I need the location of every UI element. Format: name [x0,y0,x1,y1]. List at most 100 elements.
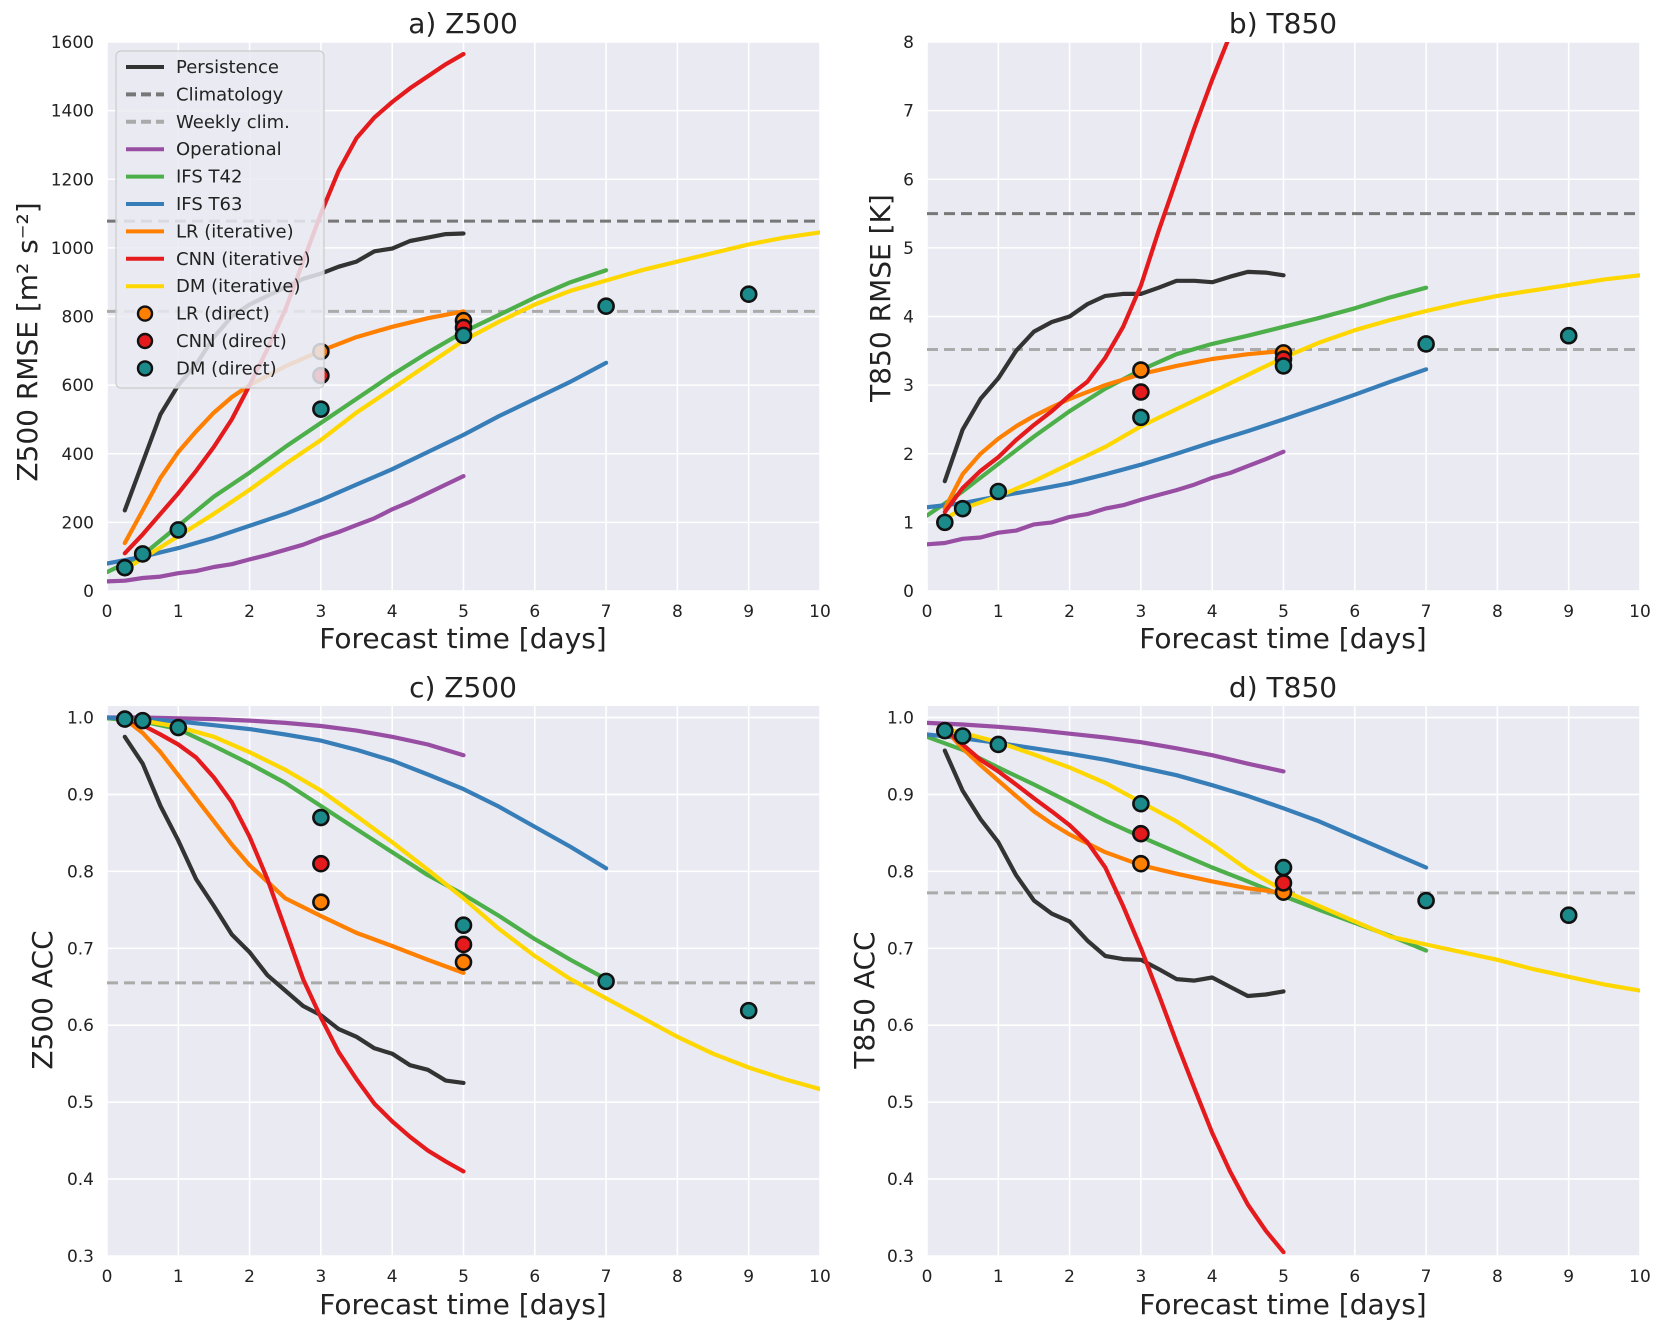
y-tick-label: 1600 [51,33,94,53]
point-cnn-direct [1274,874,1293,892]
series-line-cnn-iterative [942,42,1230,515]
y-tick-label: 0.6 [887,1016,914,1036]
series-line-ifs-t63 [107,360,609,566]
legend-label: CNN (iterative) [176,249,311,270]
x-tick-label: 0 [102,602,113,622]
series-line-cnn-iterative [942,726,1286,1255]
x-tick-label: 9 [1563,602,1574,622]
point-dm-direct [169,718,188,737]
y-tick-label: 0.4 [67,1170,94,1190]
x-tick-label: 5 [458,602,469,622]
y-tick-label: 0.9 [887,785,914,805]
legend: Persistence Climatology Weekly clim. Operat… [115,50,325,389]
x-tick-label: 3 [315,1267,326,1287]
point-dm-direct [936,721,954,740]
point-cnn-direct [312,854,330,873]
x-tick-label: 9 [743,1267,754,1287]
point-dm-direct [454,916,473,935]
x-tick-label: 1 [993,602,1004,622]
x-tick-label: 7 [1421,602,1432,622]
x-tick-label: 4 [1207,602,1218,622]
point-dm-direct [989,735,1008,754]
series-line-operational [927,720,1286,774]
series-line-persistence [122,734,466,1086]
x-tick-label: 8 [672,1267,683,1287]
y-tick-label: 0.7 [67,939,94,959]
point-dm-direct [1417,335,1435,353]
point-cnn-direct [454,935,473,954]
series-line-lr-iterative [942,726,1286,896]
point-dm-direct [133,711,152,730]
point-dm-direct [454,326,473,345]
y-tick-label: 4 [903,308,914,328]
point-dm-direct [1559,906,1578,925]
series-line-ifs-t42 [107,716,609,982]
point-dm-direct [739,285,758,303]
x-axis-label: Forecast time [days] [319,622,606,655]
legend-label: DM (direct) [176,358,277,379]
x-tick-label: 0 [922,602,933,622]
legend-label: Weekly clim. [176,112,290,133]
point-dm-direct [936,513,954,532]
x-tick-label: 2 [1064,1267,1075,1287]
x-tick-label: 7 [1421,1267,1432,1287]
x-tick-label: 4 [1207,1267,1218,1287]
plot-marks [107,710,820,1174]
y-axis-label: T850 RMSE [K] [864,194,897,403]
series-line-persistence [942,269,1286,484]
y-tick-label: 0.6 [67,1016,94,1036]
x-axis-label: Forecast time [days] [1139,1288,1426,1321]
legend-swatch [136,332,154,350]
legend-label: DM (iterative) [176,276,301,297]
series-line-operational [927,449,1286,547]
point-lr-direct [312,893,330,911]
x-tick-label: 9 [1563,1267,1574,1287]
point-lr-direct [1132,361,1150,379]
legend-label: Climatology [176,84,284,105]
y-tick-label: 1200 [51,170,94,190]
x-tick-label: 2 [244,602,255,622]
y-tick-label: 1.0 [67,709,94,729]
panel-b-t850-rmse: b) T850 Forecast time [days] T850 RMSE [… [864,7,1651,655]
y-tick-label: 400 [62,445,94,465]
y-axis-label: Z500 RMSE [m² s⁻²] [11,202,44,481]
y-tick-label: 0.7 [887,939,914,959]
plot-marks [927,720,1640,1255]
point-dm-direct [169,521,188,539]
y-tick-label: 1400 [51,102,94,122]
point-lr-direct [1132,854,1150,873]
x-tick-label: 0 [922,1267,933,1287]
y-axis-label: Z500 ACC [26,930,59,1069]
point-dm-direct [597,972,615,991]
point-dm-direct [739,1001,758,1020]
x-tick-label: 6 [1349,602,1360,622]
x-tick-label: 1 [173,602,184,622]
x-tick-label: 5 [458,1267,469,1287]
x-axis-label: Forecast time [days] [1139,622,1426,655]
y-tick-label: 1.0 [887,709,914,729]
y-tick-label: 5 [903,239,914,259]
legend-label: LR (direct) [176,304,270,325]
legend-label: IFS T63 [176,194,242,215]
series-line-operational [107,474,466,584]
series-line-lr-iterative [122,309,466,546]
series-line-ifs-t63 [107,715,609,871]
x-tick-label: 10 [1629,602,1651,622]
plot-marks [927,42,1640,547]
x-tick-label: 3 [1135,1267,1146,1287]
series-line-ifs-t42 [107,268,609,575]
panel-title: a) Z500 [408,7,518,40]
x-tick-label: 8 [1492,1267,1503,1287]
panel-title: d) T850 [1229,671,1337,704]
panel-d-t850-acc: d) T850 Forecast time [days] T850 ACC 0 1… [848,671,1651,1321]
x-tick-label: 6 [1349,1267,1360,1287]
point-cnn-direct [1132,824,1150,843]
y-tick-label: 0.8 [67,862,94,882]
y-tick-label: 2 [903,445,914,465]
point-dm-direct [133,545,152,563]
series-line-ifs-t42 [927,285,1429,518]
point-dm-direct [953,499,972,518]
point-dm-direct [1559,326,1578,345]
point-lr-direct [454,953,473,971]
